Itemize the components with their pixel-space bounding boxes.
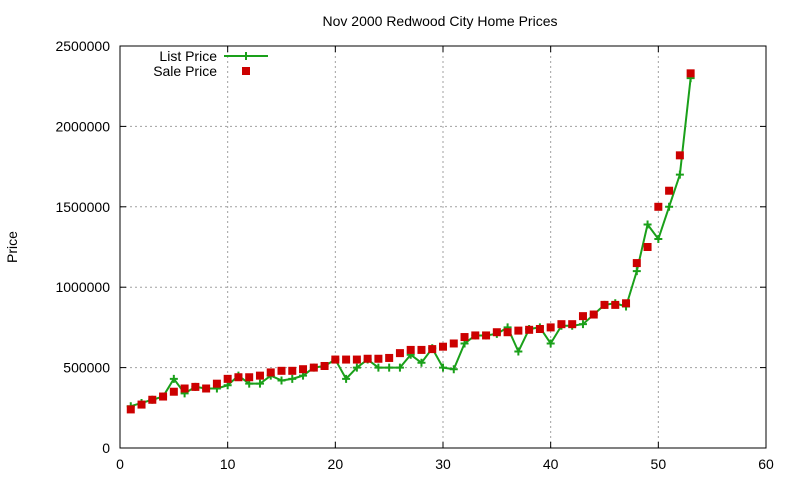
data-point-sale-price <box>299 365 308 374</box>
data-point-list-price <box>665 202 674 211</box>
x-tick-label: 50 <box>651 456 667 472</box>
data-point-sale-price <box>482 331 491 340</box>
data-point-list-price <box>395 363 404 372</box>
data-point-list-price <box>439 363 447 372</box>
data-point-list-price <box>374 363 383 372</box>
data-point-sale-price <box>557 320 566 329</box>
data-point-sale-price <box>632 259 641 268</box>
data-point-list-price <box>417 358 426 367</box>
data-point-list-price <box>255 379 264 388</box>
x-tick-label: 30 <box>435 456 451 472</box>
data-point-sale-price <box>266 368 275 377</box>
data-point-list-price <box>352 363 361 372</box>
data-point-sale-price <box>535 325 544 334</box>
data-point-sale-price <box>352 355 361 364</box>
data-point-sale-price <box>449 339 458 348</box>
data-point-sale-price <box>245 373 254 382</box>
data-point-sale-price <box>665 186 674 195</box>
legend: List Price Sale Price <box>153 48 268 79</box>
legend-marker-sale-price <box>242 67 250 75</box>
data-point-sale-price <box>611 300 620 309</box>
data-point-sale-price <box>568 320 577 329</box>
data-point-list-price <box>449 365 458 374</box>
data-point-sale-price <box>234 373 243 382</box>
data-point-sale-price <box>406 345 415 354</box>
legend-marker-list-price <box>242 52 250 60</box>
data-point-sale-price <box>654 202 663 211</box>
x-tick-label: 40 <box>543 456 559 472</box>
data-point-list-price <box>342 374 351 383</box>
y-tick-label: 0 <box>102 440 110 456</box>
legend-label-list-price: List Price <box>159 48 217 64</box>
data-point-sale-price <box>288 366 297 375</box>
legend-label-sale-price: Sale Price <box>153 63 217 79</box>
data-point-list-price <box>288 374 297 383</box>
axis-ticks: 0 10 20 30 40 50 60 0 500000 1000000 1500000 200000… <box>55 38 774 472</box>
data-point-list-price <box>632 267 641 276</box>
y-tick-label: 2500000 <box>55 38 110 54</box>
data-point-sale-price <box>428 345 437 354</box>
data-point-list-price <box>675 170 684 179</box>
data-point-sale-price <box>223 374 232 383</box>
data-point-sale-price <box>180 384 189 393</box>
data-point-list-price <box>514 347 523 356</box>
series-list-price <box>126 74 695 411</box>
data-point-sale-price <box>212 379 221 388</box>
data-point-list-price <box>277 376 286 385</box>
chart-title: Nov 2000 Redwood City Home Prices <box>323 13 558 29</box>
data-point-sale-price <box>159 392 168 401</box>
data-point-sale-price <box>385 353 394 362</box>
data-point-sale-price <box>546 323 555 332</box>
data-point-sale-price <box>320 361 329 370</box>
data-point-sale-price <box>589 310 598 319</box>
data-point-list-price <box>654 234 663 243</box>
data-point-sale-price <box>514 326 523 335</box>
data-point-sale-price <box>686 69 695 78</box>
data-point-sale-price <box>525 325 534 334</box>
data-point-sale-price <box>675 151 684 160</box>
data-point-sale-price <box>643 243 652 251</box>
y-tick-label: 1000000 <box>55 279 110 295</box>
x-tick-label: 60 <box>758 456 774 472</box>
data-point-sale-price <box>374 354 383 363</box>
data-point-sale-price <box>309 363 318 372</box>
data-point-list-price <box>578 320 587 329</box>
data-point-sale-price <box>492 328 501 337</box>
plot-frame <box>119 45 767 449</box>
y-axis-label: Price <box>4 231 20 263</box>
data-point-sale-price <box>148 395 157 404</box>
series-layer <box>126 69 695 414</box>
data-point-sale-price <box>255 371 264 380</box>
data-point-sale-price <box>363 354 372 363</box>
data-point-sale-price <box>126 405 135 414</box>
data-point-sale-price <box>137 400 146 409</box>
data-point-sale-price <box>600 300 609 309</box>
data-point-sale-price <box>191 382 200 391</box>
data-point-list-price <box>643 220 652 229</box>
x-tick-label: 0 <box>116 456 124 472</box>
data-point-sale-price <box>169 387 178 396</box>
data-point-sale-price <box>622 299 631 308</box>
data-point-sale-price <box>578 312 587 321</box>
y-tick-label: 500000 <box>63 360 110 376</box>
data-point-sale-price <box>202 384 211 393</box>
data-point-sale-price <box>342 355 351 364</box>
data-point-list-price <box>385 363 394 372</box>
data-point-sale-price <box>395 349 404 358</box>
x-tick-label: 20 <box>328 456 344 472</box>
data-point-sale-price <box>439 342 447 351</box>
data-point-sale-price <box>417 345 426 354</box>
data-point-sale-price <box>503 328 512 337</box>
data-point-sale-price <box>277 366 286 375</box>
x-tick-label: 10 <box>220 456 236 472</box>
data-point-sale-price <box>460 333 469 342</box>
data-point-sale-price <box>471 331 480 340</box>
data-point-list-price <box>169 374 178 383</box>
data-point-sale-price <box>331 355 340 364</box>
series-sale-price <box>126 69 695 414</box>
y-tick-label: 1500000 <box>55 199 110 215</box>
data-point-list-price <box>546 339 555 348</box>
y-tick-label: 2000000 <box>55 118 110 134</box>
